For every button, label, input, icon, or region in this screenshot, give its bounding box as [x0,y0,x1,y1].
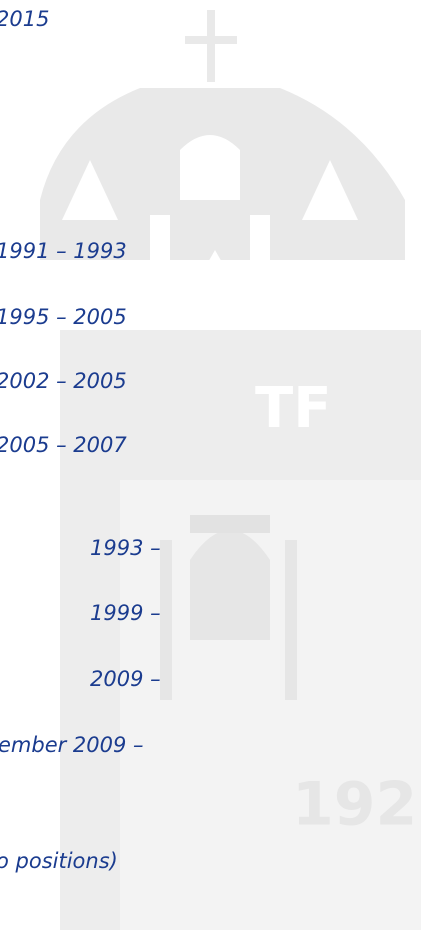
entry-text: o positions) [0,849,118,873]
entry-text: 2009 – [90,667,161,691]
watermark-shield [60,330,421,930]
watermark-crest [40,10,405,260]
entry-text: 2015 [0,7,49,31]
entry-text: 2005 – 2007 [0,433,127,457]
watermark-initials: TF [255,376,331,441]
entry-text: 2002 – 2005 [0,369,127,393]
entry-text: ember 2009 – [0,733,144,757]
entry-text: 1993 – [90,536,161,560]
entry-text: 1995 – 2005 [0,305,127,329]
entry-text: 1999 – [90,601,161,625]
page: TF 1925 2015 1991 – 1993 1995 – 2005 200… [0,0,421,930]
entry-text: 1991 – 1993 [0,239,127,263]
watermark-year: 1925 [292,770,421,840]
page-canvas: TF 1925 2015 1991 – 1993 1995 – 2005 200… [0,0,421,930]
